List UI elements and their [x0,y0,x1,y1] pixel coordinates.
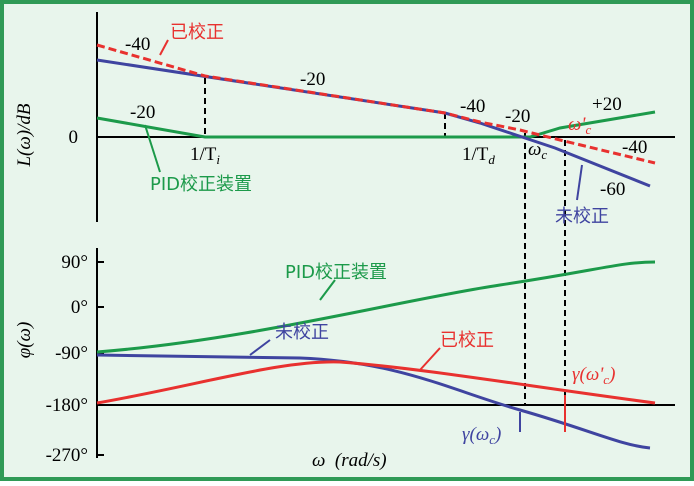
label: PID校正装置 [285,262,387,283]
label: 未校正 [275,322,329,343]
tick: -90° [55,343,88,364]
label: 已校正 [170,22,224,43]
slope: -20 [300,69,325,90]
ti: 1/Ti [190,144,220,167]
gamma: γ(ωc) [462,424,501,447]
label: 未校正 [555,206,609,227]
axes [96,12,675,458]
wc2: ω'c [568,114,591,137]
label: 已校正 [440,330,494,351]
curves [96,43,656,450]
td: 1/Td [462,144,495,167]
label: PID校正装置 [150,174,252,195]
guides [204,78,566,405]
slope: -40 [460,96,485,117]
tick: -180° [46,395,88,416]
slope: -60 [600,179,625,200]
leaders [144,39,583,432]
tick: 90° [61,252,88,273]
x-label: ω (rad/s) [312,450,387,471]
zero: 0 [69,127,79,148]
wc: ωc [528,139,547,162]
slope: -20 [505,106,530,127]
y-label: L(ω)/dB [14,103,35,167]
y-label: φ(ω) [14,322,35,359]
tick: -270° [46,445,88,466]
tick: 0° [71,297,88,318]
slope: -40 [622,137,647,158]
slope: -20 [130,102,155,123]
gamma2: γ(ω'c) [572,364,615,387]
slope: -40 [125,34,150,55]
slope: +20 [592,94,622,115]
